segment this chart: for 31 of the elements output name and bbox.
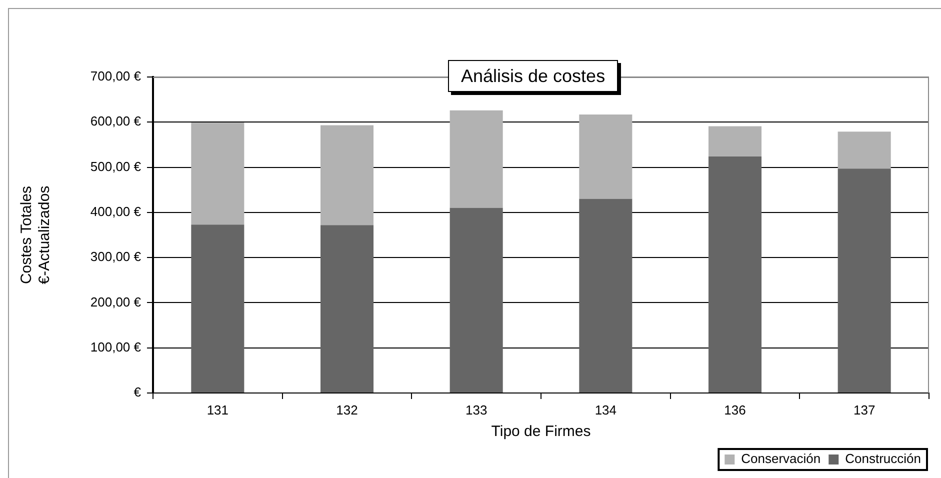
y-tick-label: 700,00 €	[90, 68, 142, 84]
y-tick-label: 500,00 €	[90, 158, 142, 174]
x-tick-label: 133	[465, 402, 488, 418]
legend-label: Conservación	[741, 451, 821, 466]
y-tick-label: 600,00 €	[90, 114, 142, 129]
y-tick-label: 400,00 €	[90, 204, 142, 220]
x-tick-label: 134	[594, 402, 617, 418]
x-tick-label: 131	[206, 402, 229, 418]
bar	[320, 125, 374, 226]
bar	[708, 156, 762, 392]
x-tick-label: 136	[724, 402, 746, 418]
y-tick-label: 300,00 €	[90, 249, 142, 264]
bar	[708, 126, 762, 156]
x-tick-label: 137	[853, 402, 876, 418]
y-tick-label: 200,00 €	[90, 294, 142, 310]
bar	[191, 224, 244, 392]
bar	[450, 208, 503, 392]
y-tick-label: €	[134, 384, 142, 400]
chart-title: Análisis de costes	[448, 60, 618, 92]
bar	[579, 114, 632, 199]
bar	[320, 225, 374, 392]
bar	[450, 110, 503, 208]
y-tick-label: 100,00 €	[90, 339, 142, 354]
bar	[838, 168, 891, 392]
bar	[579, 198, 632, 392]
y-axis-title: Costes Totales €-Actualizados	[18, 186, 54, 284]
bar	[838, 132, 891, 169]
legend-label: Construcción	[845, 451, 922, 466]
x-axis-title: Tipo de Firmes	[491, 423, 591, 440]
x-tick-label: 132	[336, 402, 358, 418]
bar	[191, 122, 244, 225]
